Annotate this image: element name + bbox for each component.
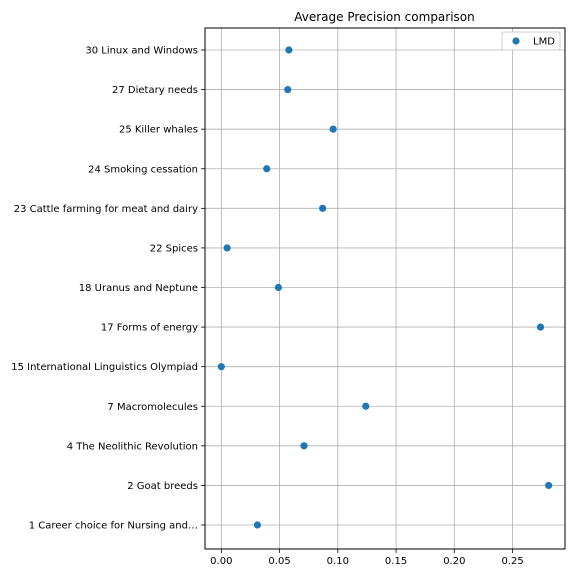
- x-tick-label: 0.15: [385, 556, 407, 567]
- x-tick-label: 0.25: [501, 556, 523, 567]
- y-category-label: 23 Cattle farming for meat and dairy: [14, 204, 198, 215]
- data-point: [285, 46, 293, 54]
- x-tick-label: 0.10: [327, 556, 349, 567]
- data-point: [362, 402, 370, 410]
- data-point: [223, 244, 231, 252]
- data-point: [253, 521, 262, 529]
- y-category-label: 24 Smoking cessation: [88, 164, 198, 175]
- y-category-label: 4 The Neolithic Revolution: [67, 441, 198, 452]
- data-points: [217, 46, 553, 529]
- data-point: [284, 85, 292, 94]
- x-tick-label: 0.05: [268, 556, 290, 567]
- y-category-label: 17 Forms of energy: [101, 323, 198, 334]
- data-point: [536, 323, 545, 331]
- data-point: [319, 204, 327, 212]
- data-point: [300, 442, 308, 450]
- legend-label: LMD: [533, 37, 555, 48]
- chart-title: Average Precision comparison: [294, 10, 475, 24]
- y-category-label: 22 Spices: [150, 243, 198, 254]
- data-point: [263, 165, 271, 173]
- y-category-label: 18 Uranus and Neptune: [79, 283, 198, 294]
- legend: LMD: [501, 31, 561, 51]
- x-tick-labels: 0.00 0.05 0.10 0.15 0.20 0.25: [210, 549, 524, 567]
- y-category-label: 15 International Linguistics Olympiad: [11, 362, 198, 373]
- plot-frame: [204, 27, 566, 550]
- legend-marker: [512, 37, 520, 45]
- data-point: [545, 481, 553, 490]
- y-tick-labels: 30 Linux and Windows 27 Dietary needs 25 K…: [11, 46, 205, 532]
- x-tick-label: 0.20: [443, 556, 465, 567]
- legend-box: [501, 31, 561, 51]
- data-point: [329, 125, 337, 133]
- x-tick-label: 0.00: [210, 556, 232, 567]
- data-point: [217, 363, 225, 371]
- y-category-label: 2 Goat breeds: [127, 481, 198, 492]
- y-category-label: 30 Linux and Windows: [85, 46, 198, 57]
- data-point: [274, 283, 282, 292]
- y-category-label: 1 Career choice for Nursing and…: [29, 521, 198, 532]
- y-category-label: 25 Killer whales: [119, 125, 198, 136]
- y-category-label: 7 Macromolecules: [107, 402, 198, 413]
- grid: [205, 28, 565, 549]
- y-category-label: 27 Dietary needs: [112, 85, 198, 96]
